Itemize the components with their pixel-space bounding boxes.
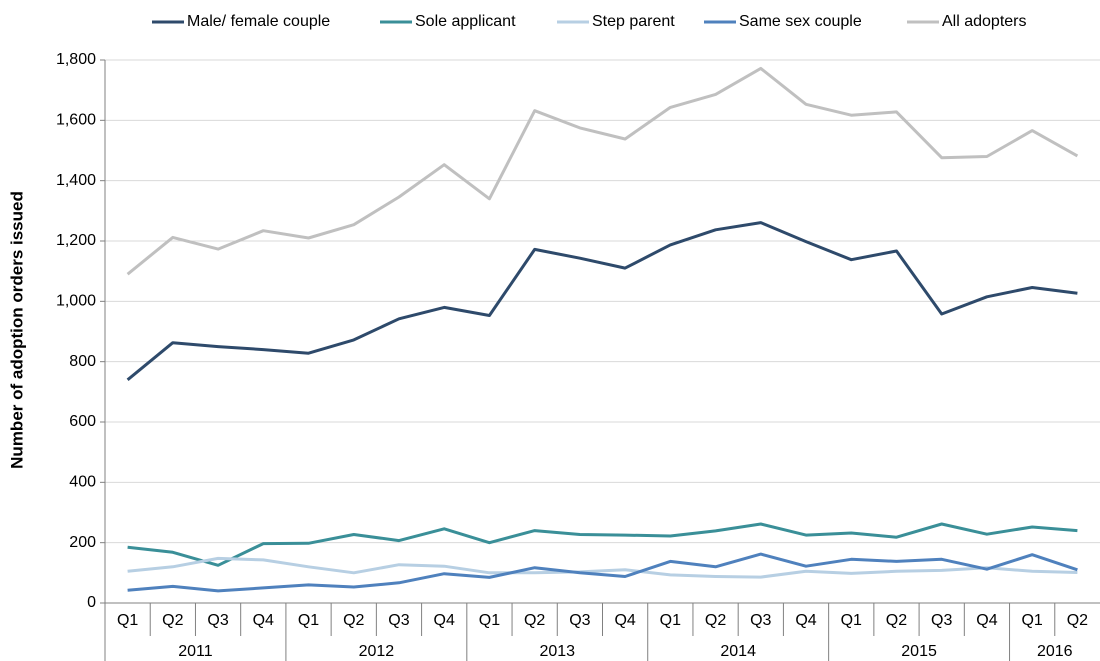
y-tick-label: 1,000 (56, 293, 96, 310)
x-tick-label: Q1 (117, 612, 138, 629)
x-group-label: 2013 (539, 643, 575, 660)
x-tick-label: Q3 (207, 612, 228, 629)
x-group-label: 2011 (178, 643, 213, 660)
y-tick-label: 1,800 (56, 51, 96, 68)
legend-label: Same sex couple (739, 13, 862, 30)
series-line (127, 522, 1078, 567)
x-group-label: 2014 (720, 643, 756, 660)
x-tick-label: Q1 (298, 612, 319, 629)
legend-label: All adopters (942, 13, 1027, 30)
x-tick-label: Q4 (253, 612, 274, 629)
legend-label: Step parent (592, 13, 675, 30)
series-line (126, 66, 1079, 276)
x-tick-label: Q1 (660, 612, 681, 629)
x-tick-label: Q1 (841, 612, 862, 629)
legend-label: Sole applicant (415, 13, 516, 30)
y-tick-label: 1,600 (56, 112, 96, 129)
x-tick-label: Q2 (886, 612, 907, 629)
x-tick-label: Q4 (614, 612, 635, 629)
x-tick-label: Q2 (1067, 612, 1088, 629)
x-tick-label: Q2 (162, 612, 183, 629)
x-tick-label: Q3 (388, 612, 409, 629)
series-line (127, 556, 1078, 579)
legend-label: Male/ female couple (187, 13, 330, 30)
x-group-label: 2016 (1037, 643, 1073, 660)
x-tick-label: Q2 (705, 612, 726, 629)
x-tick-label: Q4 (795, 612, 816, 629)
series-line (127, 552, 1078, 593)
x-group-label: 2015 (901, 643, 937, 660)
y-tick-label: 600 (69, 413, 96, 430)
y-axis-title: Number of adoption orders issued (7, 191, 26, 469)
x-group-label: 2012 (359, 643, 395, 660)
x-tick-label: Q2 (343, 612, 364, 629)
y-tick-label: 1,200 (56, 232, 96, 249)
y-tick-label: 200 (69, 534, 96, 551)
x-tick-label: Q4 (434, 612, 455, 629)
series-line (126, 221, 1078, 381)
x-tick-label: Q3 (931, 612, 952, 629)
x-tick-label: Q3 (750, 612, 771, 629)
x-tick-label: Q2 (524, 612, 545, 629)
x-tick-label: Q3 (569, 612, 590, 629)
y-tick-label: 800 (69, 353, 96, 370)
x-tick-label: Q4 (976, 612, 997, 629)
y-tick-label: 0 (87, 594, 96, 611)
x-tick-label: Q1 (1021, 612, 1042, 629)
x-tick-label: Q1 (479, 612, 500, 629)
y-tick-label: 400 (69, 474, 96, 491)
y-tick-label: 1,400 (56, 172, 96, 189)
